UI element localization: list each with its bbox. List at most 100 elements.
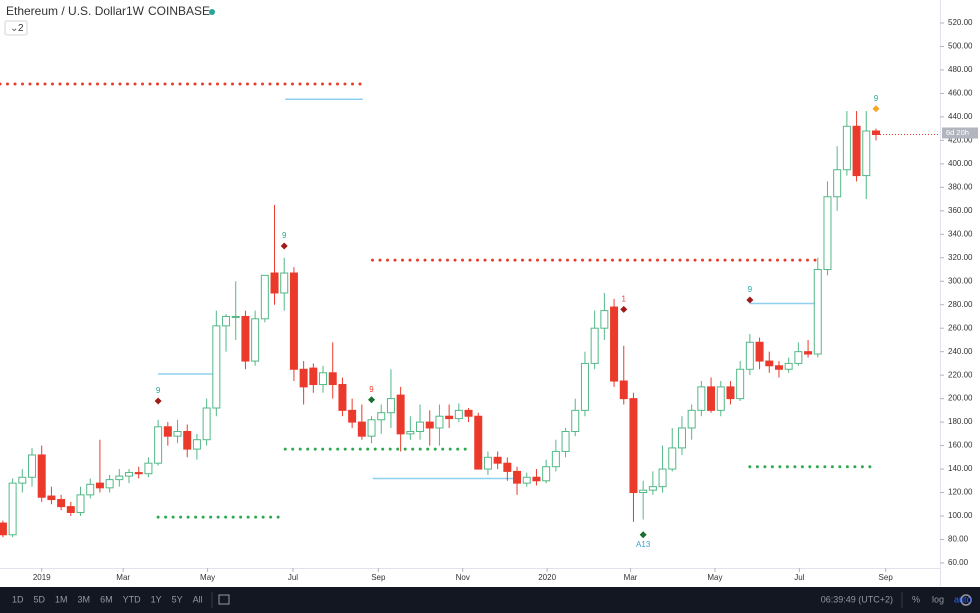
annotation-label: 9 — [748, 285, 753, 294]
y-tick-label: 80.00 — [948, 535, 969, 544]
candle-body — [396, 394, 405, 435]
range-button[interactable]: 1D — [12, 594, 24, 604]
indicator-count: 2 — [18, 23, 24, 34]
range-button[interactable]: 3M — [78, 594, 91, 604]
candle-body — [299, 368, 308, 388]
range-button[interactable]: YTD — [123, 594, 142, 604]
range-button[interactable]: All — [193, 594, 203, 604]
x-tick-label: Jul — [794, 573, 804, 582]
y-tick-label: 500.00 — [948, 42, 973, 51]
y-tick-label: 380.00 — [948, 182, 973, 191]
range-button[interactable]: 1M — [55, 594, 68, 604]
candle-body — [648, 486, 657, 491]
candle-body — [755, 341, 764, 362]
annotation-marker — [280, 242, 288, 250]
candle-body — [532, 476, 541, 482]
candle-body — [251, 318, 260, 362]
y-tick-label: 420.00 — [948, 135, 973, 144]
symbol-title: Ethereum / U.S. Dollar — [6, 4, 126, 18]
candle-body — [105, 479, 114, 489]
candle-body — [687, 409, 696, 429]
candle-body — [309, 367, 318, 386]
y-tick-label: 440.00 — [948, 112, 973, 121]
candle-body — [37, 454, 46, 498]
x-tick-label: Nov — [456, 573, 470, 582]
candle-body — [28, 454, 37, 478]
range-button[interactable]: 5D — [34, 594, 46, 604]
settings-icon[interactable] — [960, 594, 972, 606]
candle-body — [319, 372, 328, 386]
candle-body — [561, 430, 570, 452]
candle-body — [328, 372, 337, 386]
annotation-marker — [154, 397, 162, 405]
scale-option[interactable]: auto — [954, 594, 972, 604]
interval[interactable]: 1W — [126, 4, 145, 18]
y-tick-label: 320.00 — [948, 253, 973, 262]
candle-body — [125, 472, 134, 477]
exchange: COINBASE — [148, 4, 210, 18]
x-tick-label: Sep — [879, 573, 894, 582]
range-button[interactable]: 6M — [100, 594, 113, 604]
candle-body — [726, 386, 735, 400]
candle-body — [619, 380, 628, 400]
candle-body — [406, 430, 415, 435]
candle-body — [18, 476, 27, 484]
candle-body — [47, 495, 56, 501]
candle-body — [377, 412, 386, 421]
scale-option[interactable]: log — [932, 594, 944, 604]
indicator-toggle[interactable] — [4, 20, 28, 36]
y-tick-label: 400.00 — [948, 159, 973, 168]
candle-body — [144, 462, 153, 475]
candle-body — [212, 325, 221, 409]
candle-body — [629, 398, 638, 494]
candle-body — [474, 415, 483, 470]
bottom-toolbar — [0, 587, 980, 613]
candle-body — [289, 272, 298, 370]
candle-body — [774, 365, 783, 370]
y-tick-label: 60.00 — [948, 558, 969, 567]
y-tick-label: 100.00 — [948, 511, 973, 520]
annotation-label: 9 — [282, 231, 287, 240]
countdown: 6d 20h — [946, 128, 969, 137]
candle-body — [590, 327, 599, 364]
x-tick-label: Sep — [371, 573, 386, 582]
candle-body — [610, 306, 619, 382]
y-tick-label: 260.00 — [948, 323, 973, 332]
range-button[interactable]: 5Y — [172, 594, 183, 604]
status-dot — [209, 9, 215, 15]
y-tick-label: 340.00 — [948, 229, 973, 238]
y-tick-label: 360.00 — [948, 206, 973, 215]
candle-body — [513, 470, 522, 484]
candle-body — [241, 315, 250, 362]
candle-body — [66, 506, 75, 513]
candle-body — [280, 272, 289, 294]
candle-body — [542, 466, 551, 482]
candle-body — [551, 450, 560, 468]
candle-body — [260, 274, 269, 320]
date-range-icon[interactable] — [218, 594, 230, 605]
candle-body — [416, 421, 425, 432]
candle-body — [658, 468, 667, 488]
annotation-marker — [620, 305, 628, 313]
x-tick-label: 2020 — [538, 573, 556, 582]
range-button[interactable]: 1Y — [151, 594, 162, 604]
candle-body — [745, 341, 754, 370]
candle-body — [580, 362, 589, 411]
candle-body — [8, 482, 17, 536]
candle-body — [95, 482, 104, 489]
x-tick-label: Jul — [288, 573, 298, 582]
scale-option[interactable]: % — [912, 594, 920, 604]
candle-body — [425, 421, 434, 429]
candle-body — [677, 427, 686, 449]
candle-body — [862, 130, 871, 177]
annotation-label: 9 — [874, 94, 879, 103]
candle-body — [202, 407, 211, 441]
candle-body — [454, 409, 463, 420]
y-tick-label: 160.00 — [948, 441, 973, 450]
candle-body — [813, 269, 822, 355]
y-tick-label: 180.00 — [948, 417, 973, 426]
candle-body — [192, 439, 201, 450]
